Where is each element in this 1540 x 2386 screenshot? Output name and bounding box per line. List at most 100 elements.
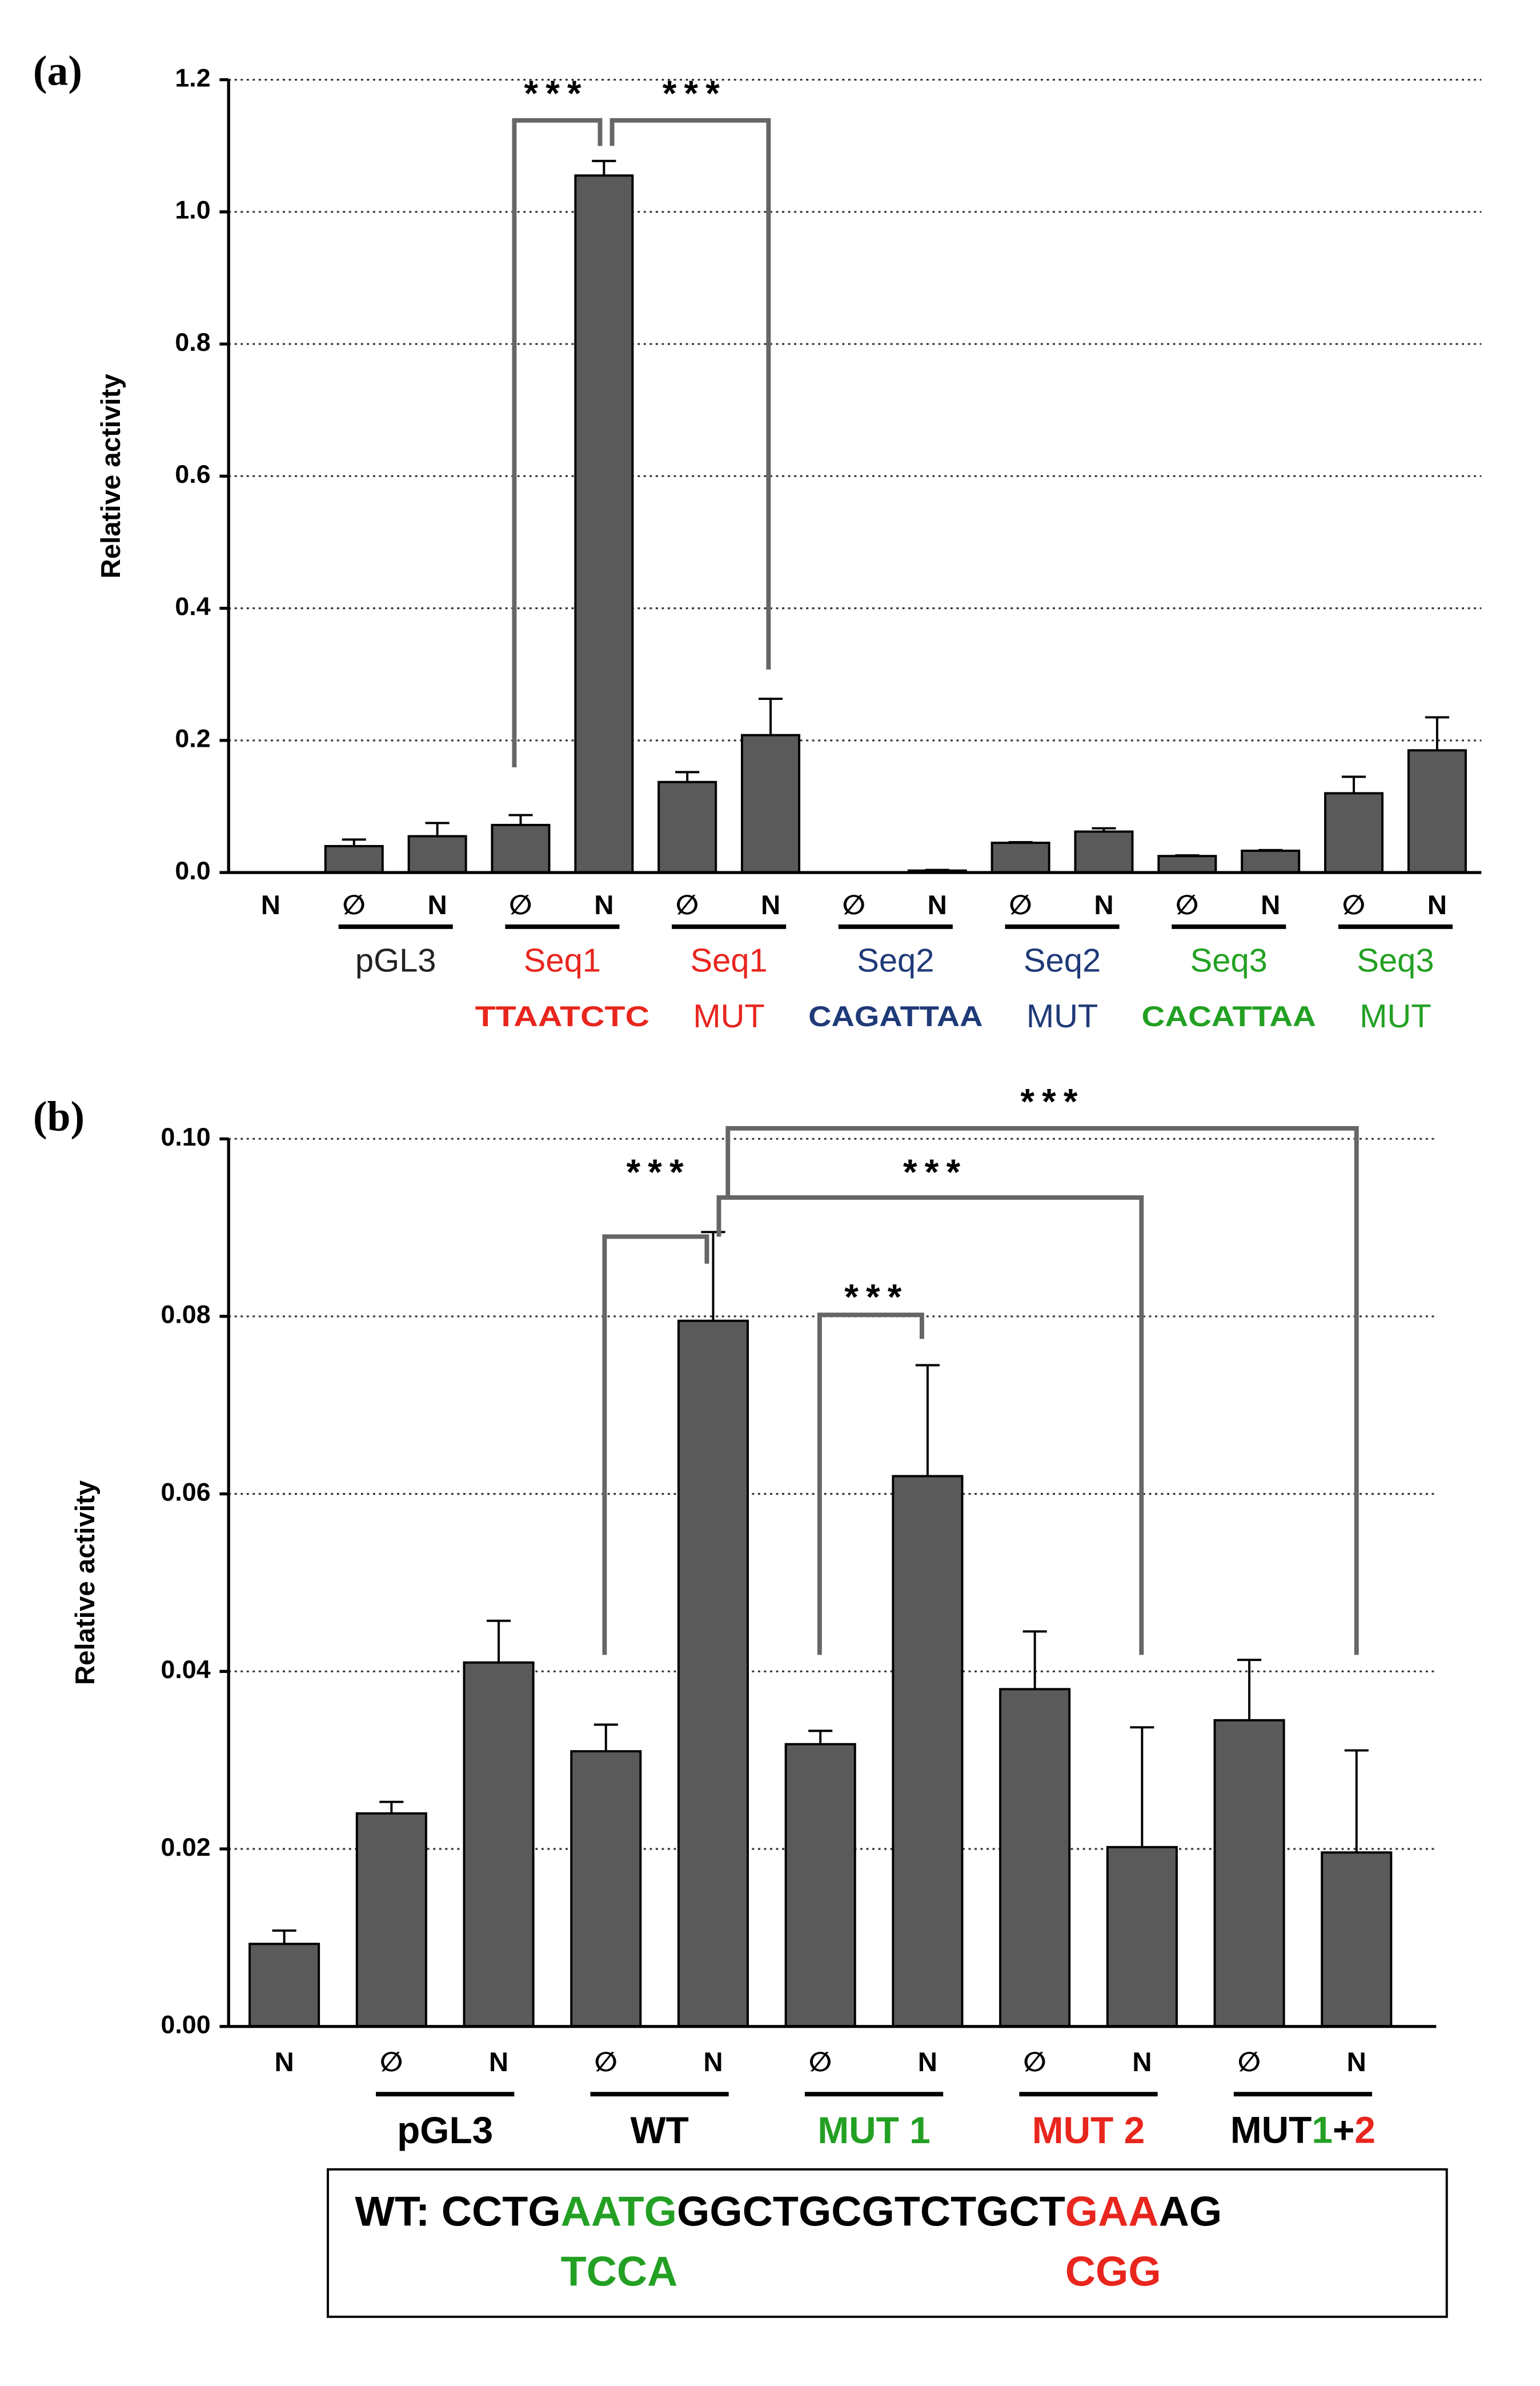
group-label-part: 1: [1312, 2109, 1333, 2151]
bar: [1213, 1719, 1285, 2028]
bar: [1324, 792, 1384, 874]
x-tick-label: ∅: [1342, 890, 1366, 920]
panel-label: (b): [33, 1093, 85, 1140]
bar: [463, 1661, 535, 2028]
x-tick-label: N: [428, 890, 447, 920]
significance-bracket: [512, 118, 603, 767]
y-tick-label: 0.6: [175, 460, 210, 489]
sequence-mutation: CGG: [1065, 2248, 1161, 2295]
x-tick-label: ∅: [1009, 890, 1032, 920]
bar: [999, 1688, 1071, 2028]
y-tick-label: 0.02: [161, 1833, 210, 1861]
x-tick-label: ∅: [809, 2047, 832, 2077]
significance-bracket: [602, 1234, 709, 1655]
bar: [741, 734, 801, 874]
group-label: MUT1+2: [1230, 2109, 1375, 2151]
group-label: MUT 2: [1032, 2109, 1145, 2151]
y-tick-label: 0.10: [161, 1123, 210, 1151]
bar: [355, 1812, 427, 2028]
x-tick-label: ∅: [676, 890, 699, 920]
x-tick-label: N: [274, 2047, 294, 2077]
group-label: Seq1: [691, 942, 768, 979]
bar: [248, 1943, 320, 2028]
x-tick-label: ∅: [594, 2047, 617, 2077]
bar: [407, 835, 467, 874]
y-tick-label: 0.00: [161, 2011, 210, 2039]
sequence-part: AATG: [561, 2187, 677, 2235]
bar: [892, 1475, 964, 2028]
bar: [657, 780, 717, 874]
significance-bracket: [725, 1126, 1359, 1655]
y-tick-label: 0.08: [161, 1300, 210, 1329]
x-tick-label: N: [1132, 2047, 1152, 2077]
group-label: Seq2: [1024, 942, 1101, 979]
y-tick-label: 0.2: [175, 724, 210, 753]
bar: [1321, 1851, 1393, 2028]
y-axis-label: Relative activity: [96, 374, 126, 579]
group-label-part: +: [1333, 2109, 1354, 2151]
x-tick-label: N: [761, 890, 780, 920]
bar: [1241, 850, 1301, 874]
group-sublabel: MUT: [1026, 998, 1098, 1035]
significance-label: ***: [1020, 1082, 1085, 1122]
x-tick-label: ∅: [509, 890, 532, 920]
sequence-part: WT: CCTG: [355, 2187, 560, 2235]
significance-bracket: [609, 118, 771, 670]
bar: [574, 174, 634, 874]
group-label: WT: [630, 2109, 688, 2151]
bar: [784, 1743, 856, 2028]
group-label-part: MUT: [1230, 2109, 1312, 2151]
group-label: Seq3: [1357, 942, 1434, 979]
y-tick-label: 0.4: [175, 592, 210, 620]
x-tick-label: N: [928, 890, 947, 920]
significance-bracket: [817, 1312, 924, 1655]
group-sublabel: CAGATTAA: [808, 1000, 982, 1032]
bar: [1106, 1845, 1178, 2028]
bar: [324, 844, 384, 874]
x-tick-label: N: [489, 2047, 508, 2077]
x-tick-label: ∅: [843, 890, 866, 920]
bar: [990, 842, 1050, 874]
group-sublabel: MUT: [693, 998, 764, 1035]
group-label: pGL3: [397, 2109, 493, 2151]
group-label-part: 2: [1354, 2109, 1375, 2151]
bar: [677, 1319, 749, 2028]
y-tick-label: 1.0: [175, 196, 210, 225]
bar: [1407, 749, 1467, 874]
panel-label: (a): [33, 47, 82, 94]
bar: [1157, 855, 1217, 874]
sequence-box: [326, 2168, 1448, 2318]
significance-label: ***: [663, 74, 727, 114]
y-tick-label: 0.04: [161, 1655, 210, 1684]
sequence-part: GAA: [1065, 2187, 1159, 2235]
sequence-part: GGCTGCGTCTGCT: [677, 2187, 1065, 2235]
group-label: MUT 1: [817, 2109, 930, 2151]
x-tick-label: N: [703, 2047, 723, 2077]
bar: [570, 1750, 642, 2028]
x-tick-label: ∅: [1023, 2047, 1046, 2077]
sequence-mutation: TCCA: [561, 2248, 678, 2295]
sequence-part: AG: [1159, 2187, 1222, 2235]
y-tick-label: 0.8: [175, 328, 210, 357]
y-tick-label: 0.06: [161, 1478, 210, 1506]
x-tick-label: ∅: [380, 2047, 403, 2077]
group-label: Seq2: [857, 942, 934, 979]
x-tick-label: N: [261, 890, 280, 920]
bar: [491, 823, 551, 874]
significance-bracket: [716, 1195, 1144, 1655]
group-label: pGL3: [355, 942, 436, 979]
group-label: Seq1: [524, 942, 601, 979]
significance-label: ***: [627, 1152, 691, 1192]
x-tick-label: N: [1261, 890, 1280, 920]
x-tick-label: ∅: [342, 890, 366, 920]
group-sublabel: TTAATCTC: [475, 1000, 649, 1032]
y-tick-label: 0.0: [175, 856, 210, 885]
y-tick-label: 1.2: [175, 63, 210, 92]
x-tick-label: N: [1094, 890, 1113, 920]
significance-label: ***: [903, 1152, 968, 1192]
bar: [1074, 830, 1134, 874]
significance-label: ***: [524, 74, 589, 114]
x-tick-label: N: [918, 2047, 937, 2077]
x-tick-label: N: [1347, 2047, 1366, 2077]
